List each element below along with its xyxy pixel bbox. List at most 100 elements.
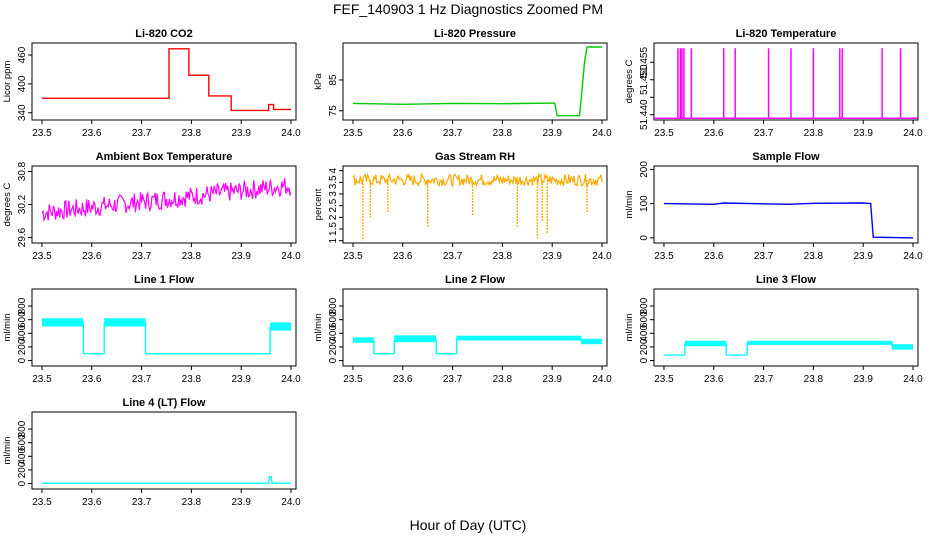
chart-panel-4: Ambient Box Temperature 23.5 23.6 23.7 23.8 2… — [2, 151, 301, 262]
y-tick-label: 4 — [328, 167, 339, 173]
x-tick-label: 23.8 — [493, 128, 513, 139]
series-group — [654, 48, 918, 119]
x-tick-label: 23.8 — [493, 251, 513, 262]
x-tick-label: 23.8 — [804, 128, 824, 139]
y-tick-label: 200 — [17, 338, 28, 355]
x-tick-label: 23.8 — [493, 374, 513, 385]
x-tick-label: 23.8 — [182, 251, 202, 262]
x-tick-label: 23.5 — [32, 128, 52, 139]
y-tick-label: 400 — [17, 75, 28, 92]
series-group — [42, 48, 291, 112]
y-tick-label: 0 — [17, 357, 28, 363]
x-tick-label: 24.0 — [281, 374, 301, 385]
y-tick-label: 400 — [17, 325, 28, 342]
chart-title: Ambient Box Temperature — [96, 151, 233, 163]
plot-frame — [342, 42, 608, 121]
series-line — [352, 172, 603, 188]
x-tick-label: 23.6 — [704, 128, 724, 139]
series-group — [42, 476, 291, 484]
plot-frame — [31, 411, 297, 490]
y-tick-label: 0 — [17, 480, 28, 486]
segment-band — [684, 340, 727, 347]
x-tick-label: 23.7 — [443, 251, 463, 262]
y-tick-label: 400 — [639, 325, 650, 342]
x-tick-label: 24.0 — [903, 374, 923, 385]
series-group — [352, 335, 603, 355]
x-tick-label: 23.8 — [804, 374, 824, 385]
plot-frame — [31, 165, 297, 244]
x-tick-label: 23.9 — [231, 497, 251, 508]
series-group — [41, 318, 292, 355]
y-axis-label: ml/min — [2, 437, 13, 465]
y-axis-label: ml/min — [624, 314, 635, 342]
y-tick-label: 30.8 — [17, 161, 28, 181]
x-tick-label: 23.9 — [853, 128, 873, 139]
x-tick-label: 23.9 — [231, 374, 251, 385]
segment-band — [352, 337, 374, 343]
y-tick-label: 100 — [639, 195, 650, 212]
series-line — [663, 202, 914, 239]
x-tick-label: 23.6 — [82, 374, 102, 385]
x-tick-label: 23.9 — [853, 374, 873, 385]
chart-title: Li-820 Pressure — [434, 28, 516, 40]
segment-band — [663, 354, 685, 356]
series-group — [352, 172, 603, 241]
y-tick-label: 29.6 — [17, 227, 28, 247]
y-tick-label: 200 — [639, 338, 650, 355]
x-tick-label: 23.7 — [754, 128, 774, 139]
x-tick-label: 23.5 — [343, 374, 363, 385]
x-tick-label: 23.5 — [654, 128, 674, 139]
x-tick-label: 23.7 — [132, 251, 152, 262]
y-tick-label: 51.455 — [639, 47, 650, 78]
x-axis-caption: Hour of Day (UTC) — [409, 517, 527, 533]
page-title: FEF_140903 1 Hz Diagnostics Zoomed PM — [332, 1, 603, 17]
y-tick-label: 51.450 — [639, 64, 650, 95]
x-tick-label: 23.6 — [393, 374, 413, 385]
plot-frame — [342, 288, 608, 367]
plot-frame — [653, 288, 919, 367]
y-axis-label: ml/min — [624, 191, 635, 219]
x-tick-label: 23.6 — [704, 251, 724, 262]
y-tick-label: 400 — [17, 448, 28, 465]
segment-band — [41, 318, 84, 327]
x-tick-label: 23.9 — [231, 128, 251, 139]
y-tick-label: 800 — [17, 297, 28, 314]
x-tick-label: 23.8 — [182, 497, 202, 508]
x-tick-label: 23.5 — [343, 128, 363, 139]
y-tick-label: 0 — [328, 357, 339, 363]
plot-frame — [31, 42, 297, 121]
x-tick-label: 24.0 — [592, 251, 612, 262]
series-group — [352, 46, 602, 117]
y-tick-label: 1.5 — [328, 222, 339, 236]
y-tick-label: 1 — [328, 237, 339, 243]
y-tick-label: 600 — [17, 434, 28, 451]
series-line — [42, 48, 291, 112]
segment-band — [104, 318, 146, 327]
x-tick-label: 23.5 — [654, 251, 674, 262]
x-tick-label: 23.7 — [132, 497, 152, 508]
y-tick-label: 30.2 — [17, 194, 28, 214]
x-tick-label: 23.8 — [182, 374, 202, 385]
x-tick-label: 24.0 — [592, 374, 612, 385]
y-axis-label: kPa — [313, 73, 324, 90]
y-tick-label: 600 — [17, 311, 28, 328]
x-tick-label: 23.7 — [132, 374, 152, 385]
x-tick-label: 23.5 — [32, 374, 52, 385]
x-tick-label: 23.6 — [393, 251, 413, 262]
chart-panel-1: Li-820 CO2 23.5 23.6 23.7 23.8 23.9 24.0 340 400… — [2, 28, 301, 139]
x-tick-label: 23.8 — [804, 251, 824, 262]
plot-frame — [342, 165, 608, 244]
y-tick-label: 85 — [328, 74, 339, 86]
y-tick-label: 51.440 — [639, 99, 650, 130]
segment-band — [270, 322, 292, 331]
chart-title: Line 3 Flow — [756, 274, 816, 286]
plot-frame — [653, 165, 919, 244]
chart-title: Line 2 Flow — [445, 274, 505, 286]
y-tick-label: 200 — [17, 461, 28, 478]
series-line — [41, 177, 292, 223]
y-tick-label: 0 — [639, 357, 650, 363]
x-tick-label: 23.9 — [542, 251, 562, 262]
x-tick-label: 24.0 — [281, 497, 301, 508]
